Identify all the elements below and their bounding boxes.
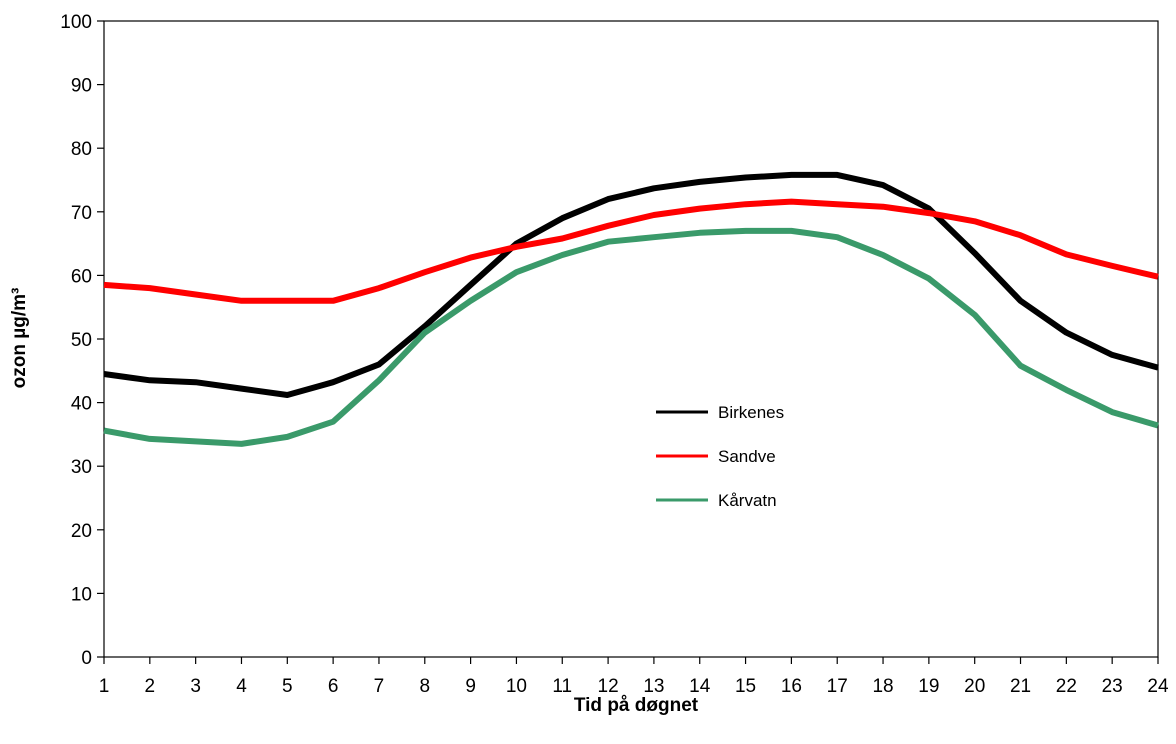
x-tick-label: 2 [145,676,156,697]
x-tick-label: 4 [236,676,247,697]
x-tick-label: 19 [918,676,939,697]
y-tick-label: 20 [71,521,92,542]
x-tick-label: 8 [419,676,430,697]
legend-label: Kårvatn [718,491,777,510]
y-tick-label: 10 [71,584,92,605]
y-tick-label: 30 [71,457,92,478]
x-tick-label: 1 [99,676,110,697]
y-tick-label: 100 [60,12,92,33]
x-tick-label: 10 [506,676,527,697]
x-tick-label: 20 [964,676,985,697]
x-tick-label: 12 [598,676,619,697]
y-tick-label: 60 [71,266,92,287]
y-tick-label: 40 [71,394,92,415]
x-tick-label: 9 [465,676,476,697]
legend: Birkenes Sandve Kårvatn [656,403,784,510]
x-tick-label: 18 [872,676,893,697]
legend-label: Sandve [718,447,776,466]
x-tick-label: 11 [552,676,572,697]
series-line-birkenes [103,171,1159,398]
x-tick-label: 7 [374,676,385,697]
y-tick-label: 70 [71,203,92,224]
x-tick-label: 3 [190,676,201,697]
y-axis-title: ozon µg/m³ [9,288,30,389]
series-line-k-rvatn [103,227,1159,447]
y-tick-label: 90 [71,76,92,97]
y-tick-label: 50 [71,330,92,351]
legend-label: Birkenes [718,403,784,422]
series-line-sandve [103,198,1159,304]
x-tick-label: 17 [827,676,848,697]
x-tick-label: 14 [689,676,711,697]
y-tick-label: 80 [71,139,92,160]
x-tick-label: 22 [1056,676,1077,697]
x-tick-label: 24 [1147,676,1169,697]
x-tick-label: 23 [1102,676,1123,697]
x-tick-label: 6 [328,676,339,697]
x-tick-label: 21 [1010,676,1031,697]
series-lines [103,171,1159,447]
x-axis-title: Tid på døgnet [574,695,699,716]
x-tick-label: 15 [735,676,756,697]
y-tick-label: 0 [81,648,92,669]
x-tick-label: 13 [643,676,664,697]
x-tick-label: 16 [781,676,802,697]
x-tick-label: 5 [282,676,293,697]
